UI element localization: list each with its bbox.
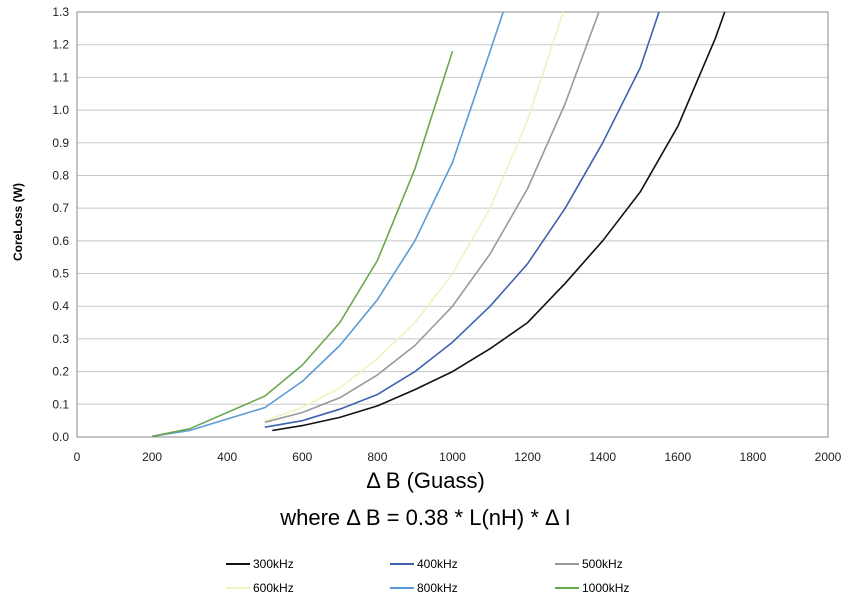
legend-swatch <box>226 587 250 589</box>
x-tick-label: 1000 <box>439 450 466 464</box>
legend-label: 300kHz <box>253 557 294 571</box>
x-tick-labels: 0 200 400 600 800 1000 1200 1400 1600 1800 2000 <box>74 450 842 464</box>
x-tick-label: 200 <box>142 450 162 464</box>
plot-area-border <box>76 11 829 438</box>
y-tick-label: 0.1 <box>52 397 69 411</box>
y-tick-label: 0.4 <box>52 299 69 313</box>
x-tick-label: 400 <box>217 450 237 464</box>
y-tick-label: 0.0 <box>52 430 69 444</box>
series-line-600kHz <box>264 11 565 422</box>
y-tick-label: 0.9 <box>52 136 69 150</box>
y-tick-label: 0.2 <box>52 365 69 379</box>
x-tick-label: 600 <box>292 450 312 464</box>
legend-label: 400kHz <box>417 557 458 571</box>
grid-lines <box>77 11 828 438</box>
legend-swatch <box>226 563 250 565</box>
x-tick-label: 0 <box>74 450 81 464</box>
series-line-500kHz <box>264 11 600 424</box>
x-tick-label: 2000 <box>815 450 842 464</box>
series-line-400kHz <box>264 11 660 428</box>
series-line-1000kHz <box>151 50 454 438</box>
series-layer <box>151 11 726 438</box>
y-tick-label: 1.1 <box>52 70 69 84</box>
legend: 300kHz 400kHz 500kHz 600kHz 800kHz 1000kHz <box>0 555 851 603</box>
x-tick-label: 800 <box>367 450 387 464</box>
x-tick-label: 1200 <box>514 450 541 464</box>
legend-item-300kHz: 300kHz <box>226 557 294 571</box>
x-axis-formula: where Δ B = 0.38 * L(nH) * Δ I <box>280 505 571 530</box>
y-tick-label: 1.2 <box>52 38 69 52</box>
y-axis-label: CoreLoss (W) <box>11 183 25 261</box>
legend-label: 500kHz <box>582 557 623 571</box>
legend-item-800kHz: 800kHz <box>390 581 458 595</box>
y-tick-label: 0.7 <box>52 201 69 215</box>
legend-swatch <box>390 563 414 565</box>
y-tick-labels: 0.0 0.1 0.2 0.3 0.4 0.5 0.6 0.7 0.8 0.9 1.0 1.1 1.2 1… <box>52 5 69 444</box>
legend-label: 1000kHz <box>582 581 630 595</box>
y-tick-label: 0.3 <box>52 332 69 346</box>
legend-swatch <box>390 587 414 589</box>
x-axis-label: Δ B (Guass) <box>366 468 485 493</box>
series-line-300kHz <box>272 11 726 432</box>
legend-item-400kHz: 400kHz <box>390 557 458 571</box>
legend-label: 600kHz <box>253 581 294 595</box>
y-tick-label: 0.5 <box>52 267 69 281</box>
y-tick-label: 1.3 <box>52 5 69 19</box>
coreloss-chart: 0 200 400 600 800 1000 1200 1400 1600 1800 2000 0.… <box>11 5 842 464</box>
legend-item-600kHz: 600kHz <box>226 581 294 595</box>
legend-swatch <box>555 587 579 589</box>
y-tick-label: 1.0 <box>52 103 69 117</box>
x-tick-label: 1800 <box>740 450 767 464</box>
legend-label: 800kHz <box>417 581 458 595</box>
legend-swatch <box>555 563 579 565</box>
y-tick-label: 0.8 <box>52 168 69 182</box>
series-line-800kHz <box>151 11 504 438</box>
x-tick-label: 1400 <box>589 450 616 464</box>
legend-item-500kHz: 500kHz <box>555 557 623 571</box>
y-tick-label: 0.6 <box>52 234 69 248</box>
x-tick-label: 1600 <box>664 450 691 464</box>
legend-item-1000kHz: 1000kHz <box>555 581 629 595</box>
